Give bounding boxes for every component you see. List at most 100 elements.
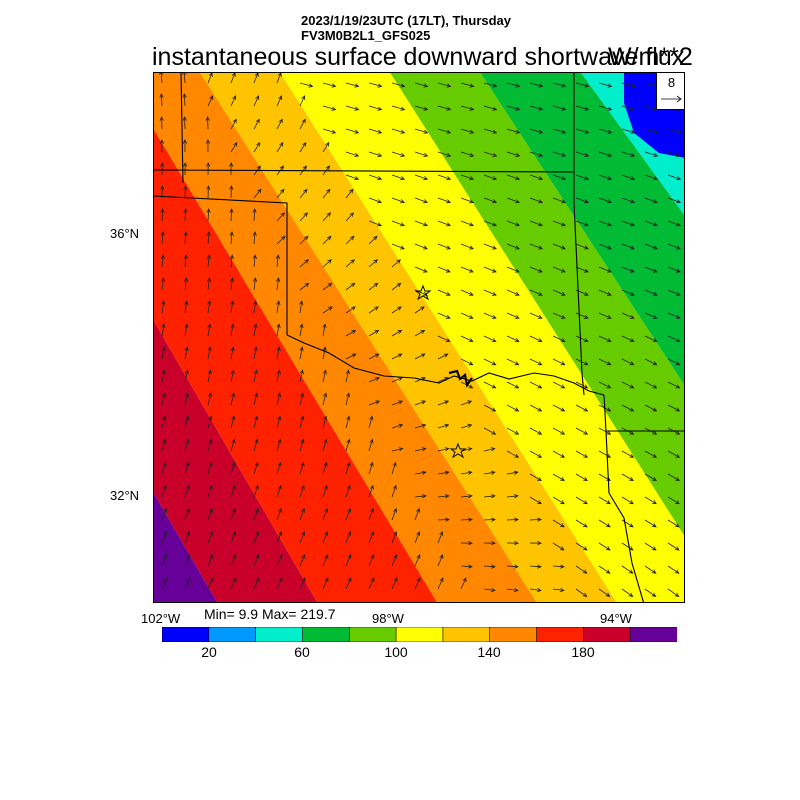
wind-arrow bbox=[552, 450, 566, 458]
wind-arrow bbox=[437, 335, 451, 342]
wind-arrow bbox=[575, 381, 589, 389]
wind-arrow bbox=[345, 392, 351, 406]
wind-arrow bbox=[184, 554, 191, 567]
wind-arrow bbox=[391, 461, 397, 475]
wind-arrow bbox=[276, 577, 283, 590]
wind-arrow bbox=[437, 266, 451, 273]
wind-arrow bbox=[621, 151, 636, 157]
wind-arrow bbox=[667, 220, 682, 227]
wind-arrow bbox=[667, 588, 680, 597]
wind-arrow bbox=[529, 358, 543, 366]
wind-arrow bbox=[483, 470, 496, 475]
wind-arrow bbox=[345, 82, 360, 88]
wind-arrow bbox=[229, 231, 234, 245]
wind-arrow bbox=[230, 118, 237, 130]
wind-arrow bbox=[575, 197, 590, 204]
wind-arrow bbox=[299, 95, 306, 107]
wind-arrow bbox=[552, 381, 566, 389]
wind-arrow bbox=[644, 358, 658, 366]
colorbar-swatch bbox=[489, 627, 538, 642]
wind-arrow bbox=[276, 346, 281, 360]
wind-arrow bbox=[552, 335, 566, 342]
wind-arrow bbox=[161, 346, 166, 360]
wind-arrow bbox=[253, 415, 259, 429]
wind-arrow bbox=[322, 235, 332, 245]
wind-arrow bbox=[667, 519, 680, 528]
date-time-title: 2023/1/19/23UTC (17LT), Thursday bbox=[301, 13, 512, 28]
wind-arrow bbox=[345, 128, 360, 134]
wind-arrow bbox=[644, 174, 659, 181]
wind-arrow bbox=[414, 507, 420, 521]
star-marker-south bbox=[449, 442, 467, 459]
wind-arrow bbox=[345, 530, 352, 544]
wind-arrow bbox=[276, 73, 282, 84]
wind-arrow bbox=[575, 588, 588, 597]
wind-arrow bbox=[207, 323, 212, 337]
wind-arrow bbox=[368, 461, 374, 475]
wind-arrow bbox=[368, 554, 375, 567]
wind-arrow bbox=[644, 151, 659, 157]
wind-arrow bbox=[621, 220, 636, 227]
wind-arrow bbox=[368, 530, 375, 544]
wind-arrow bbox=[598, 542, 611, 551]
wind-arrow bbox=[529, 289, 543, 296]
wind-arrow bbox=[529, 517, 542, 522]
wind-arrow bbox=[184, 438, 190, 452]
star-marker-north bbox=[414, 284, 432, 301]
wind-arrow bbox=[391, 353, 403, 360]
wind-vector-field bbox=[159, 73, 682, 597]
wind-arrow bbox=[206, 254, 211, 268]
wind-arrow bbox=[230, 484, 236, 498]
wind-arrow bbox=[184, 415, 190, 429]
wind-arrow bbox=[483, 517, 496, 522]
lat-label-36n: 36°N bbox=[110, 226, 140, 241]
wind-arrow bbox=[368, 151, 383, 157]
wind-arrow bbox=[322, 530, 329, 544]
wind-arrow bbox=[621, 289, 635, 296]
wind-arrow bbox=[460, 400, 473, 406]
reference-vector-value: 8 bbox=[667, 75, 676, 90]
lon-label-102w: 102°W bbox=[141, 611, 181, 626]
wind-arrow bbox=[529, 335, 543, 342]
wind-arrow bbox=[207, 369, 212, 383]
wind-arrow bbox=[391, 577, 398, 590]
wind-arrow bbox=[161, 484, 167, 498]
wind-arrow bbox=[229, 185, 234, 199]
wind-arrow bbox=[483, 447, 496, 452]
wind-arrow bbox=[253, 141, 261, 153]
wind-arrow bbox=[575, 473, 588, 481]
wind-arrow bbox=[414, 530, 421, 544]
wind-arrow bbox=[621, 450, 635, 458]
wind-arrow bbox=[621, 266, 635, 273]
wind-arrow bbox=[230, 141, 238, 153]
wind-arrow bbox=[483, 587, 496, 593]
wind-arrow bbox=[483, 243, 497, 250]
wind-arrow bbox=[598, 496, 611, 505]
wind-arrow bbox=[621, 243, 635, 250]
wind-arrow bbox=[598, 220, 613, 227]
colorbar-swatch bbox=[536, 627, 584, 642]
wind-arrow bbox=[229, 254, 234, 268]
wind-arrow bbox=[276, 212, 286, 222]
wind-arrow bbox=[230, 554, 237, 567]
wind-arrow bbox=[299, 212, 309, 222]
colorbar-label-60: 60 bbox=[294, 644, 310, 660]
wind-arrow bbox=[667, 496, 680, 505]
min-max-stats: Min= 9.9 Max= 219.7 bbox=[204, 606, 336, 622]
wind-arrow bbox=[460, 128, 475, 134]
wind-arrow bbox=[253, 577, 260, 590]
wind-arrow bbox=[437, 151, 452, 157]
wind-arrow bbox=[529, 82, 544, 88]
wind-arrow bbox=[161, 392, 167, 406]
wind-arrow bbox=[506, 197, 521, 204]
wind-arrow bbox=[437, 82, 452, 88]
wind-arrow bbox=[506, 289, 520, 296]
wind-arrow bbox=[529, 151, 544, 157]
wind-arrow bbox=[598, 335, 612, 342]
wind-arrow bbox=[345, 461, 351, 475]
wind-arrow bbox=[345, 415, 351, 429]
wind-arrow bbox=[229, 277, 235, 291]
colorbar-label-140: 140 bbox=[477, 644, 501, 660]
colorbar-swatch bbox=[302, 627, 350, 642]
wind-arrow bbox=[414, 128, 429, 134]
